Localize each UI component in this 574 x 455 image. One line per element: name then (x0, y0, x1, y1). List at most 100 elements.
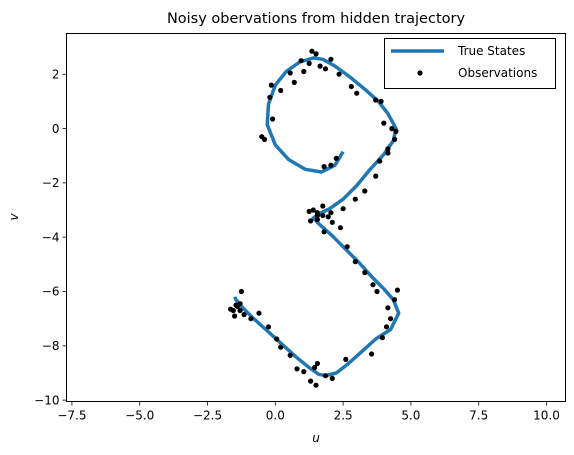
legend-observations-swatch (417, 70, 423, 76)
observation-point (287, 352, 293, 358)
observation-point (268, 82, 274, 88)
observation-point (373, 97, 379, 103)
x-tick-label: 10.0 (533, 409, 560, 423)
observation-point (385, 146, 391, 152)
legend-true-states-label: True States (457, 44, 525, 58)
y-tick-label: −2 (42, 176, 60, 190)
observation-point (308, 218, 314, 224)
observation-point (312, 365, 318, 371)
observation-point (369, 351, 375, 357)
y-axis-ticks: −10 −8 −6 −4 −2 0 2 (34, 67, 67, 407)
observation-point (298, 58, 304, 64)
observation-point (314, 360, 320, 367)
observation-point (328, 56, 334, 62)
y-tick-label: −10 (34, 393, 59, 407)
x-tick-label: 5.0 (401, 409, 420, 423)
observation-point (301, 68, 307, 75)
observation-point (348, 83, 354, 90)
observation-point (385, 305, 391, 311)
observation-point (317, 63, 323, 69)
observation-point (333, 155, 339, 161)
observation-point (322, 66, 329, 72)
observation-point (261, 136, 268, 142)
observation-point (278, 344, 284, 350)
observation-point (325, 214, 331, 220)
observation-point (344, 244, 350, 250)
observation-point (314, 216, 320, 223)
observation-point (233, 302, 239, 308)
observation-point (306, 208, 312, 214)
observation-point (385, 150, 391, 156)
x-tick-label: −7.5 (57, 409, 86, 423)
observation-point (320, 203, 326, 209)
observation-point (265, 324, 272, 330)
observation-point (237, 307, 243, 314)
observation-point (270, 116, 276, 122)
observation-point (352, 259, 358, 265)
observation-point (248, 316, 254, 322)
observation-point (377, 158, 383, 164)
observation-point (328, 162, 334, 168)
observation-point (392, 136, 398, 142)
observation-point (313, 51, 319, 57)
observation-point (314, 210, 320, 216)
observation-point (274, 336, 280, 342)
observation-point (362, 188, 368, 194)
observation-point (383, 324, 390, 330)
observation-point (370, 282, 376, 288)
true-states-line (233, 56, 401, 378)
chart-title: Noisy obervations from hidden trajectory (167, 11, 466, 27)
plot-frame (66, 33, 566, 402)
legend-box (384, 38, 556, 89)
y-tick-label: −8 (42, 339, 60, 353)
observation-point (352, 196, 358, 202)
observation-point (362, 269, 368, 276)
observation-point (329, 219, 335, 225)
legend-observations-label: Observations (458, 66, 537, 80)
observation-point (267, 94, 273, 100)
observation-point (381, 120, 387, 126)
observation-point (310, 207, 316, 213)
observation-point (379, 335, 385, 341)
x-axis-label: u (312, 431, 320, 445)
observation-point (238, 288, 244, 295)
x-tick-label: −5.0 (125, 409, 154, 423)
observation-point (393, 128, 399, 134)
observation-point (278, 87, 284, 94)
y-axis-label: v (7, 213, 21, 221)
observation-point (308, 378, 314, 384)
y-tick-label: 0 (52, 122, 60, 136)
plot-area (66, 33, 566, 402)
observation-point (321, 164, 327, 170)
y-tick-label: −4 (42, 230, 60, 244)
observation-point (389, 126, 395, 132)
observation-point (373, 173, 379, 179)
x-axis-ticks: −7.5 −5.0 −2.5 0.0 2.5 5.0 7.5 10.0 (57, 401, 560, 423)
observation-point (354, 90, 360, 96)
true-states-layer (233, 56, 401, 378)
observations-layer (228, 48, 400, 388)
observation-point (343, 356, 349, 362)
legend: True States Observations (384, 38, 556, 89)
observation-point (232, 313, 238, 319)
observation-point (374, 288, 380, 295)
observation-point (328, 210, 334, 216)
observation-point (388, 316, 394, 322)
y-tick-label: 2 (52, 67, 60, 81)
x-tick-label: 2.5 (334, 409, 353, 423)
observation-point (392, 297, 398, 303)
observation-point (336, 71, 342, 77)
x-tick-label: 0.0 (266, 409, 285, 423)
observation-point (378, 98, 384, 104)
observation-point (287, 70, 293, 76)
observation-point (309, 48, 315, 54)
observation-point (313, 382, 319, 388)
observation-point (228, 306, 234, 312)
x-tick-label: −2.5 (193, 409, 222, 423)
observation-point (320, 212, 326, 219)
y-tick-label: −6 (42, 285, 60, 299)
observation-point (337, 225, 343, 231)
x-tick-label: 7.5 (469, 409, 488, 423)
observation-point (241, 312, 247, 318)
